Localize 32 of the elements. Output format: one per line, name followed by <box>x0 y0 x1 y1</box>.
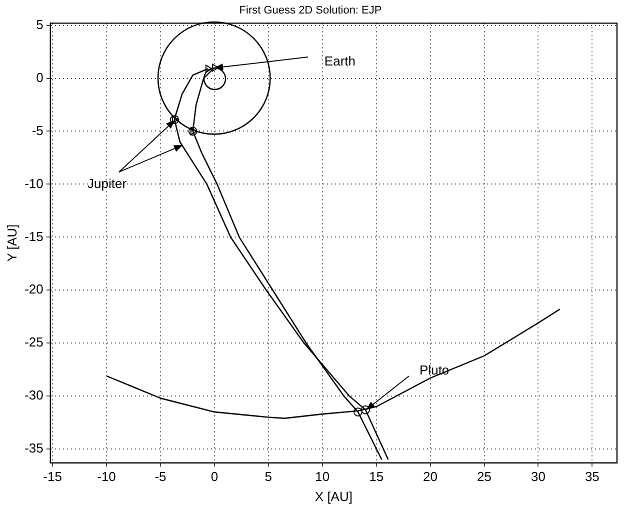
annotation: Earth <box>324 53 356 68</box>
annotation: Jupiter <box>88 176 128 192</box>
x-tick-label: 30 <box>530 469 546 484</box>
y-tick-label: 5 <box>36 16 44 32</box>
annotation: Pluto <box>420 362 450 378</box>
chart-title: First Guess 2D Solution: EJP <box>239 4 382 17</box>
x-tick-label: -10 <box>97 469 116 484</box>
x-axis-title: X [AU] <box>314 488 352 504</box>
point <box>353 407 362 416</box>
x-tick-label: 20 <box>423 469 438 484</box>
point <box>361 405 370 414</box>
x-tick-label: 15 <box>369 469 384 484</box>
point <box>205 64 212 73</box>
point <box>172 116 180 124</box>
x-tick-label: -5 <box>154 469 166 484</box>
x-tick-label: 10 <box>315 469 330 484</box>
y-tick-label: -30 <box>24 388 44 403</box>
y-tick-label: -10 <box>24 176 44 191</box>
x-tick-label: 5 <box>264 469 272 484</box>
y-tick-label: -25 <box>24 334 44 350</box>
x-tick-label: 25 <box>477 469 492 484</box>
x-tick-label: 35 <box>584 469 600 484</box>
x-tick-label: 0 <box>210 469 218 484</box>
y-tick-label: -15 <box>24 228 44 244</box>
y-tick-label: -20 <box>24 282 44 297</box>
point <box>188 126 198 136</box>
y-axis-title: Y [AU] <box>4 224 20 262</box>
point <box>170 115 180 124</box>
y-tick-label: -5 <box>32 122 44 138</box>
point <box>190 127 198 136</box>
y-tick-label: -35 <box>24 440 44 456</box>
y-tick-label: 0 <box>36 70 44 85</box>
